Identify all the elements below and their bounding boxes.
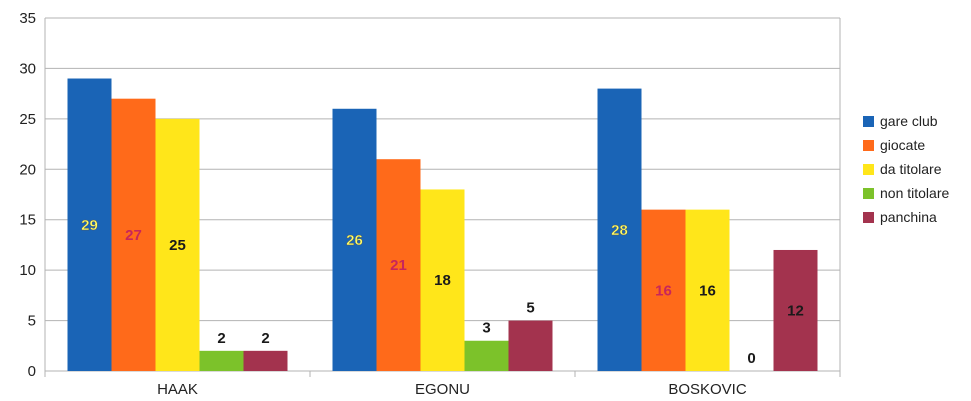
data-label: 18 xyxy=(434,272,451,289)
x-category-label: EGONU xyxy=(415,381,470,398)
x-category-label: BOSKOVIC xyxy=(668,381,747,398)
bar-giocate-egonu xyxy=(376,159,421,371)
bar-da-titolare-boskovic xyxy=(685,209,730,371)
data-label: 21 xyxy=(390,257,407,274)
bar-panchina-egonu xyxy=(508,320,553,371)
y-tick-label: 30 xyxy=(19,60,36,77)
data-label: 5 xyxy=(526,300,534,317)
bar-non-titolare-egonu xyxy=(464,340,509,371)
legend-label: non titolare xyxy=(880,185,949,201)
legend: gare club giocate da titolare non titolare p… xyxy=(863,113,949,225)
data-label: 2 xyxy=(261,330,269,347)
legend-swatch xyxy=(863,164,874,175)
y-axis-ticks: 0 5 10 15 20 25 30 35 xyxy=(19,10,36,380)
legend-swatch xyxy=(863,188,874,199)
bar-panchina-haak xyxy=(243,350,288,371)
legend-swatch xyxy=(863,212,874,223)
data-label: 12 xyxy=(787,302,804,319)
legend-label: gare club xyxy=(880,113,938,129)
bar-da-titolare-egonu xyxy=(420,189,465,371)
data-label: 16 xyxy=(699,282,716,299)
data-labels: 29 27 25 2 2 26 21 18 3 5 28 16 16 0 12 xyxy=(81,217,804,367)
data-label: 27 xyxy=(125,227,142,244)
bar-gare-club-egonu xyxy=(332,108,377,372)
bar-non-titolare-haak xyxy=(199,350,244,371)
data-label: 16 xyxy=(655,282,672,299)
bar-panchina-boskovic xyxy=(773,249,818,371)
y-tick-label: 25 xyxy=(19,111,36,128)
legend-label: giocate xyxy=(880,137,925,153)
legend-label: panchina xyxy=(880,209,937,225)
x-axis-categories: HAAK EGONU BOSKOVIC xyxy=(157,381,747,398)
y-tick-label: 5 xyxy=(28,313,36,330)
data-label: 28 xyxy=(611,222,628,239)
legend-swatch xyxy=(863,116,874,127)
bar-giocate-haak xyxy=(111,98,156,371)
data-label: 2 xyxy=(217,330,225,347)
bar-da-titolare-haak xyxy=(155,118,200,371)
bar-gare-club-boskovic xyxy=(597,88,642,371)
bar-giocate-boskovic xyxy=(641,209,686,371)
y-tick-label: 35 xyxy=(19,10,36,27)
data-label: 25 xyxy=(169,237,186,254)
legend-swatch xyxy=(863,140,874,151)
x-category-label: HAAK xyxy=(157,381,198,398)
data-label: 29 xyxy=(81,217,98,234)
y-tick-label: 10 xyxy=(19,262,36,279)
y-tick-label: 0 xyxy=(28,363,36,380)
data-label: 0 xyxy=(747,350,755,367)
y-tick-label: 20 xyxy=(19,161,36,178)
y-tick-label: 15 xyxy=(19,212,36,229)
legend-label: da titolare xyxy=(880,161,942,177)
bar-gare-club-haak xyxy=(67,78,112,371)
data-label: 26 xyxy=(346,232,363,249)
data-label: 3 xyxy=(482,320,490,337)
bars xyxy=(67,78,818,372)
